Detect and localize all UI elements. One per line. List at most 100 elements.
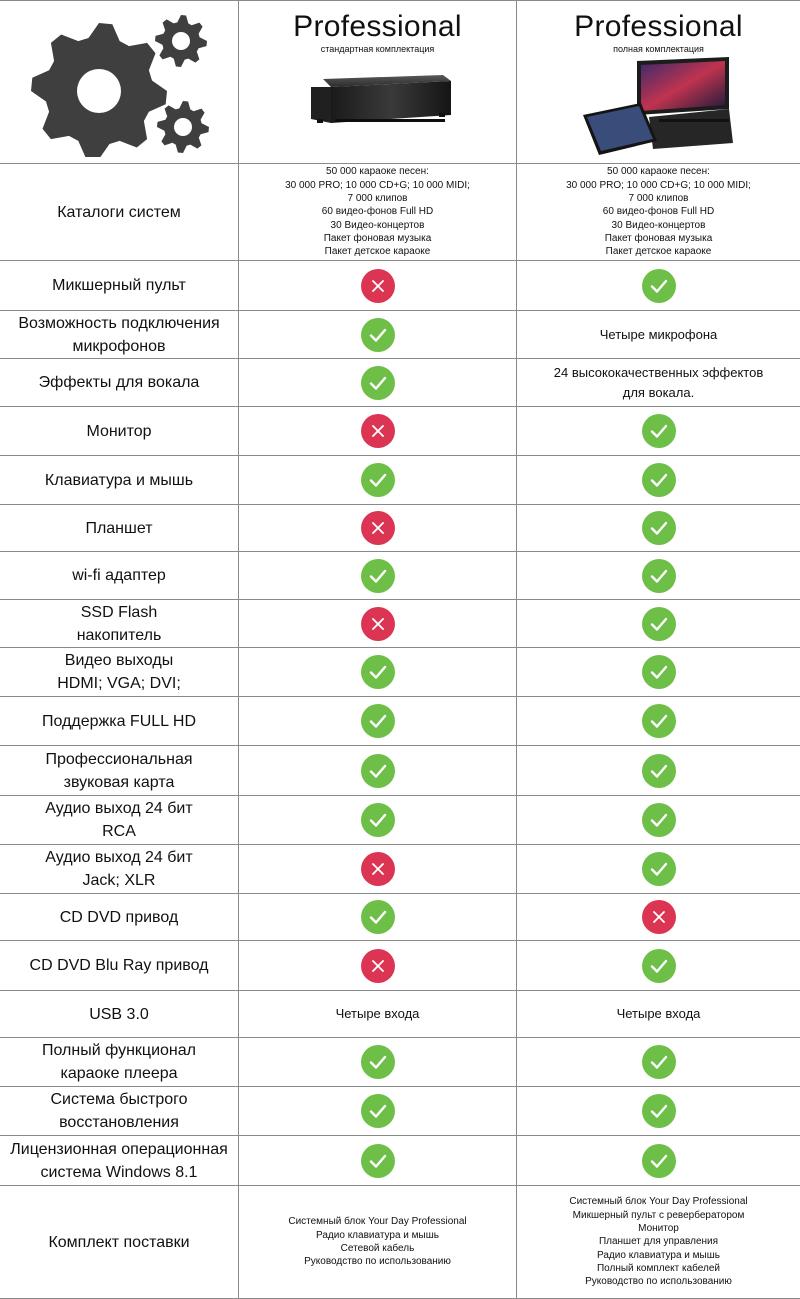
standard-value-text: 50 000 караоке песен: 30 000 PRO; 10 000… — [285, 166, 470, 258]
table-row: Планшет — [0, 505, 800, 552]
table-row: Комплект поставки Системный блок Your Day… — [0, 1186, 800, 1299]
cross-icon — [360, 414, 395, 448]
feature-cell: Клавиатура и мышь — [0, 456, 239, 504]
full-value-cell — [517, 600, 800, 647]
standard-value-cell — [239, 600, 517, 647]
check-icon — [360, 1045, 395, 1079]
full-value-cell — [517, 552, 800, 599]
standard-subtitle: стандартная комплектация — [320, 44, 435, 54]
full-value-cell — [517, 845, 800, 893]
standard-value-cell — [239, 1136, 517, 1185]
feature-label: Клавиатура и мышь — [44, 471, 194, 489]
full-value-cell: Системный блок Your Day Professional Мик… — [517, 1186, 800, 1298]
full-value-cell — [517, 1136, 800, 1185]
check-icon — [641, 268, 676, 303]
feature-label: Лицензионная операционная система Window… — [10, 1140, 228, 1181]
standard-value-cell — [239, 311, 517, 358]
feature-label: Аудио выход 24 бит RCA — [45, 800, 193, 840]
table-row: Аудио выход 24 бит RCA — [0, 796, 800, 845]
full-value-text: Системный блок Your Day Professional Мик… — [569, 1196, 748, 1288]
full-value-cell — [517, 261, 800, 310]
check-icon — [360, 463, 395, 497]
standard-value-cell — [239, 697, 517, 745]
standard-value-cell — [239, 456, 517, 504]
full-value-cell — [517, 1087, 800, 1135]
header-full-cell: Professional полная комплектация — [517, 1, 800, 163]
feature-cell: Профессиональная звуковая карта — [0, 746, 239, 795]
feature-label: Монитор — [86, 422, 152, 440]
full-value-cell: Четыре входа — [517, 991, 800, 1037]
feature-cell: Полный функционал караоке плеера — [0, 1038, 239, 1086]
feature-cell: Лицензионная операционная система Window… — [0, 1136, 239, 1185]
table-row: Клавиатура и мышь — [0, 456, 800, 505]
full-value-cell — [517, 941, 800, 990]
check-icon — [641, 1094, 676, 1128]
standard-value-cell — [239, 894, 517, 940]
full-value-cell — [517, 746, 800, 795]
full-value-text: Четыре входа — [616, 1006, 701, 1021]
feature-label: Полный функционал караоке плеера — [42, 1042, 196, 1082]
feature-label: Микшерный пульт — [52, 277, 186, 294]
check-icon — [360, 1143, 395, 1178]
standard-value-text: Четыре входа — [335, 1006, 420, 1021]
check-icon — [360, 317, 395, 352]
standard-value-cell: Четыре входа — [239, 991, 517, 1037]
check-icon — [641, 606, 676, 641]
gears-icon — [31, 15, 209, 157]
server-unit-image — [310, 75, 451, 123]
table-row: Аудио выход 24 бит Jack; XLR — [0, 845, 800, 894]
feature-cell: Эффекты для вокала — [0, 359, 239, 406]
feature-label: Аудио выход 24 бит Jack; XLR — [45, 849, 193, 889]
feature-label: Поддержка FULL HD — [42, 712, 196, 730]
table-row: Профессиональная звуковая карта — [0, 746, 800, 796]
cross-icon — [360, 511, 395, 545]
feature-cell: Планшет — [0, 505, 239, 551]
standard-value-cell — [239, 1087, 517, 1135]
check-icon — [360, 753, 395, 788]
feature-label: CD DVD Blu Ray привод — [29, 957, 209, 974]
full-title: Professional — [574, 10, 743, 43]
check-icon — [641, 511, 676, 545]
table-row: CD DVD Blu Ray привод — [0, 941, 800, 991]
standard-value-cell: 50 000 караоке песен: 30 000 PRO; 10 000… — [239, 164, 517, 260]
full-value-cell — [517, 648, 800, 696]
feature-label: Каталоги систем — [57, 203, 181, 221]
check-icon — [641, 948, 676, 983]
feature-cell: wi-fi адаптер — [0, 552, 239, 599]
cross-icon — [360, 948, 395, 983]
header-logo-cell — [0, 1, 239, 163]
feature-label: Видео выходы HDMI; VGA; DVI; — [57, 652, 181, 692]
check-icon — [360, 803, 395, 837]
table-row: SSD Flash накопитель — [0, 600, 800, 648]
feature-cell: Аудио выход 24 бит RCA — [0, 796, 239, 844]
check-icon — [641, 852, 676, 886]
check-icon — [641, 463, 676, 497]
full-value-cell: 50 000 караоке песен: 30 000 PRO; 10 000… — [517, 164, 800, 260]
standard-value-cell — [239, 552, 517, 599]
feature-label: Планшет — [85, 519, 153, 537]
check-icon — [360, 704, 395, 738]
table-row: Каталоги систем 50 000 караоке песен: 30 … — [0, 164, 800, 261]
feature-cell: Аудио выход 24 бит Jack; XLR — [0, 845, 239, 893]
cross-icon — [360, 268, 395, 303]
table-row: Микшерный пульт — [0, 261, 800, 311]
standard-value-cell — [239, 648, 517, 696]
full-value-text: 24 высококачественных эффектов для вокал… — [553, 364, 764, 400]
header-standard-cell: Professional стандартная комплектация — [239, 1, 517, 163]
check-icon — [641, 704, 676, 738]
feature-label: CD DVD привод — [59, 908, 179, 926]
check-icon — [641, 655, 676, 689]
feature-label: wi-fi адаптер — [72, 567, 166, 584]
standard-title: Professional — [293, 10, 462, 43]
check-icon — [641, 414, 676, 448]
cross-icon — [360, 606, 395, 641]
header-row: Professional стандартная комплектация Pr… — [0, 0, 800, 164]
cross-icon — [360, 852, 395, 886]
standard-value-cell — [239, 407, 517, 455]
full-value-cell — [517, 697, 800, 745]
table-row: Эффекты для вокала 24 высококачественных … — [0, 359, 800, 407]
feature-label: Возможность подключения микрофонов — [18, 314, 220, 355]
standard-value-cell — [239, 746, 517, 795]
standard-value-text: Системный блок Your Day Professional Рад… — [288, 1216, 467, 1268]
check-icon — [360, 558, 395, 593]
